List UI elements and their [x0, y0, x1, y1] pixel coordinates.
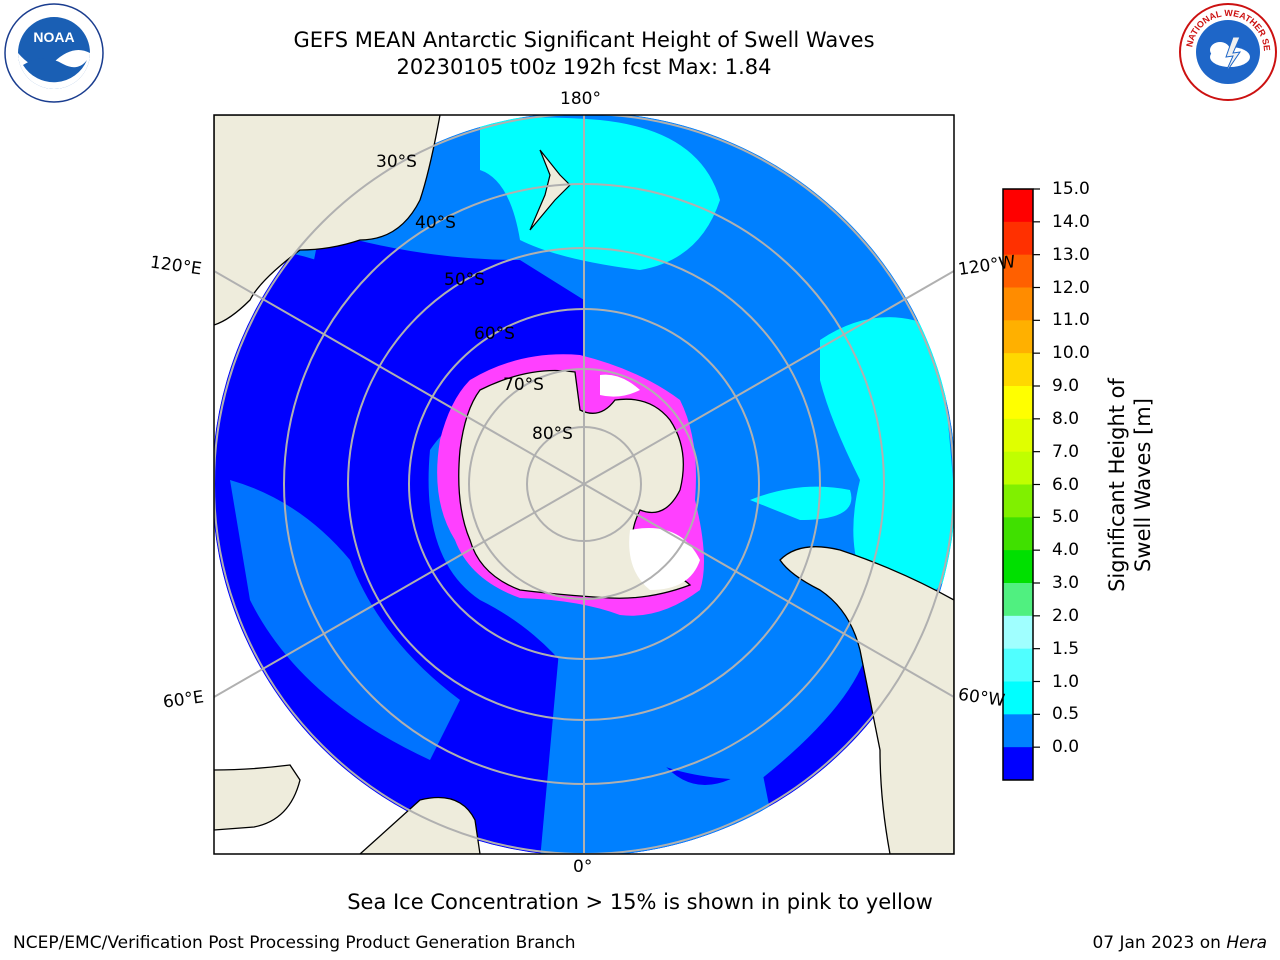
lat-label-50s: 50°S: [444, 270, 485, 290]
australia-land: [214, 115, 441, 326]
colorbar-swatch: [1003, 517, 1033, 551]
swell-mid-band: [230, 480, 460, 760]
noaa-center-text: NOAA: [33, 29, 74, 45]
lat-label-30s: 30°S: [376, 152, 417, 172]
colorbar-tick-label: 13.0: [1052, 244, 1090, 265]
graticule: [214, 115, 954, 854]
colorbar-tick-label: 5.0: [1052, 507, 1080, 528]
colorbar-swatch: [1003, 221, 1033, 256]
colorbar-swatch: [1003, 254, 1033, 288]
colorbar-label: Significant Height of Swell Waves [m]: [1105, 378, 1155, 592]
colorbar-swatch: [1003, 615, 1033, 650]
lat-label-60s: 60°S: [474, 324, 515, 344]
lon-label-180: 180°: [560, 89, 601, 109]
colorbar-tick-label: 14.0: [1052, 211, 1090, 232]
colorbar-swatch: [1003, 747, 1033, 781]
colorbar-tick-label: 6.0: [1052, 474, 1080, 495]
colorbar-tick-label: 0.0: [1052, 737, 1080, 758]
colorbar-tick-label: 9.0: [1052, 376, 1080, 396]
colorbar-tick-label: 4.0: [1052, 540, 1080, 561]
credit-date-text: 07 Jan 2023 on: [1092, 933, 1227, 953]
colorbar-swatch: [1003, 418, 1033, 453]
africa-land: [214, 764, 301, 831]
sea-ice-footnote: Sea Ice Concentration > 15% is shown in …: [347, 890, 933, 914]
colorbar-tick-label: 7.0: [1052, 441, 1080, 462]
colorbar-tick-label: 11.0: [1052, 310, 1090, 331]
swell-high-nz: [480, 117, 720, 270]
noaa-logo: NOAA: [4, 3, 104, 103]
lat-label-70s: 70°S: [503, 375, 544, 395]
colorbar-swatch: [1003, 550, 1033, 584]
colorbar-tick-label: 10.0: [1052, 343, 1090, 364]
swell-low-zone-2: [300, 230, 584, 330]
colorbar-swatch: [1003, 451, 1033, 485]
lat-label-40s: 40°S: [415, 213, 456, 233]
swell-mid-band-2: [540, 640, 780, 854]
colorbar-swatch: [1003, 386, 1033, 420]
colorbar-tick-label: 1.5: [1052, 638, 1080, 659]
nws-logo: NATIONAL WEATHER SERVICE: [1178, 2, 1277, 101]
colorbar-swatch: [1003, 320, 1033, 354]
credit-date: 07 Jan 2023 on Hera: [1092, 933, 1267, 953]
colorbar-tick-label: 2.0: [1052, 605, 1080, 626]
chart-title: GEFS MEAN Antarctic Significant Height o…: [293, 28, 875, 52]
colorbar-tick-label: 3.0: [1052, 573, 1080, 593]
colorbar-swatch: [1003, 681, 1033, 715]
colorbar-swatch: [1003, 189, 1033, 223]
lon-label-0: 0°: [573, 857, 593, 877]
credit-machine: Hera: [1226, 933, 1267, 953]
colorbar-swatch: [1003, 287, 1033, 321]
colorbar-tick-label: 0.5: [1052, 704, 1080, 725]
colorbar-swatch: [1003, 714, 1033, 748]
chart-subtitle: 20230105 t00z 192h fcst Max: 1.84: [396, 55, 772, 79]
lat-label-80s: 80°S: [532, 424, 573, 444]
colorbar-tick-label: 15.0: [1052, 179, 1090, 199]
colorbar-swatch: [1003, 648, 1033, 682]
colorbar-swatch: [1003, 353, 1033, 387]
new-zealand-land: [529, 149, 571, 231]
colorbar-swatch: [1003, 583, 1033, 617]
colorbar-swatch: [1003, 484, 1033, 518]
south-america-land: [779, 546, 954, 854]
colorbar-tick-label: 12.0: [1052, 277, 1090, 298]
credit-branch: NCEP/EMC/Verification Post Processing Pr…: [13, 933, 576, 953]
ross-ice-shelf: [600, 374, 640, 397]
colorbar-tick-label: 1.0: [1052, 671, 1080, 692]
swell-high-east: [820, 317, 954, 612]
colorbar-tick-label: 8.0: [1052, 408, 1080, 429]
colorbar: [1003, 188, 1040, 781]
africa-south-land: [359, 796, 481, 854]
swell-high-east-2: [750, 486, 852, 520]
